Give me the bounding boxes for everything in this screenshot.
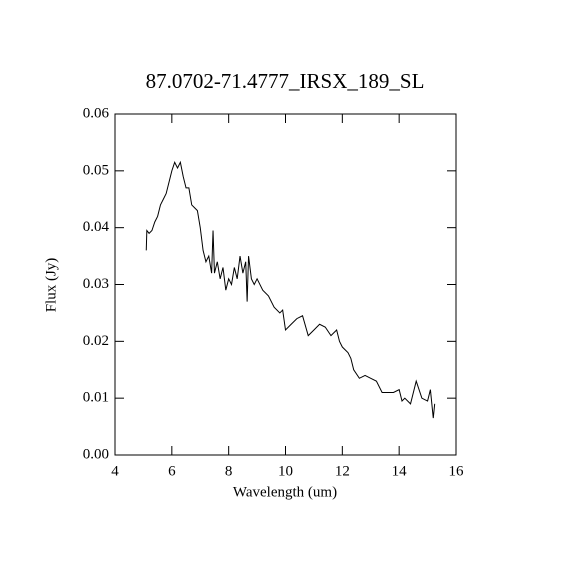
x-tick-label: 4	[111, 463, 119, 479]
x-tick-label: 6	[168, 463, 176, 479]
y-tick-label: 0.03	[83, 276, 109, 292]
y-tick-label: 0.06	[83, 105, 110, 121]
spectrum-line	[145, 160, 436, 419]
y-tick-label: 0.02	[83, 333, 109, 349]
chart-title: 87.0702-71.4777_IRSX_189_SL	[146, 69, 425, 93]
y-tick-label: 0.01	[83, 390, 109, 406]
y-tick-label: 0.05	[83, 162, 109, 178]
y-tick-label: 0.04	[83, 219, 110, 235]
y-tick-label: 0.00	[83, 446, 109, 462]
x-tick-label: 8	[225, 463, 233, 479]
x-axis-label: Wavelength (um)	[233, 484, 337, 500]
x-tick-label: 14	[392, 463, 408, 479]
y-axis-label: Flux (Jy)	[43, 258, 59, 313]
x-tick-label: 16	[449, 463, 465, 479]
x-tick-label: 10	[278, 463, 293, 479]
x-tick-label: 12	[335, 463, 350, 479]
